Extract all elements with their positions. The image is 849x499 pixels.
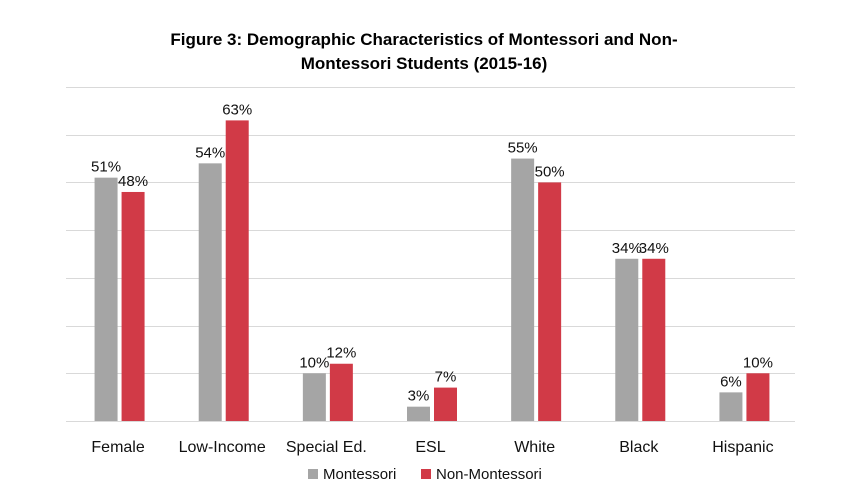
bar-montessori-low-income <box>198 163 222 422</box>
data-label: 6% <box>720 373 742 390</box>
bar-montessori-white <box>511 158 535 422</box>
bar-non-montessori-black <box>642 258 666 421</box>
chart-title-line-1: Figure 3: Demographic Characteristics of… <box>170 30 677 49</box>
bar-non-montessori-female <box>121 191 145 421</box>
legend-label: Montessori <box>323 466 396 483</box>
data-label: 10% <box>299 354 329 371</box>
gridlines <box>66 87 795 422</box>
data-label: 7% <box>435 369 457 386</box>
bar-non-montessori-special-ed- <box>329 363 353 421</box>
legend-swatch <box>421 469 431 479</box>
legend: Montessori Non-Montessori <box>308 466 542 483</box>
bar-non-montessori-hispanic <box>746 373 770 421</box>
data-label: 10% <box>743 354 773 371</box>
data-labels: 51%48%54%63%10%12%3%7%55%50%34%34%6%10% <box>91 101 773 404</box>
x-tick-label: Low-Income <box>179 439 266 456</box>
bar-non-montessori-white <box>538 182 562 421</box>
legend-swatch <box>308 469 318 479</box>
x-tick-label: ESL <box>415 439 445 456</box>
x-tick-label: Special Ed. <box>286 439 367 456</box>
x-tick-label: Black <box>619 439 659 456</box>
data-label: 34% <box>612 240 642 257</box>
x-axis-ticks: Female Low-Income Special Ed. ESL White Black… <box>91 439 773 456</box>
data-label: 48% <box>118 173 148 190</box>
x-tick-label: Female <box>91 439 144 456</box>
bar-montessori-hispanic <box>719 392 743 421</box>
legend-label: Non-Montessori <box>436 466 542 483</box>
x-tick-label: Hispanic <box>712 439 773 456</box>
data-label: 51% <box>91 159 121 176</box>
data-label: 12% <box>326 345 356 362</box>
data-label: 3% <box>408 388 430 405</box>
data-label: 63% <box>222 101 252 118</box>
bars <box>94 120 770 422</box>
bar-non-montessori-esl <box>434 387 457 421</box>
data-label: 50% <box>535 163 565 180</box>
data-label: 55% <box>508 140 538 157</box>
data-label: 54% <box>195 144 225 161</box>
data-label: 34% <box>639 240 669 257</box>
bar-montessori-female <box>94 177 118 421</box>
bar-montessori-esl <box>407 406 430 421</box>
bar-montessori-black <box>615 258 639 421</box>
x-tick-label: White <box>514 439 555 456</box>
bar-non-montessori-low-income <box>225 120 249 422</box>
bar-montessori-special-ed- <box>302 373 326 421</box>
chart-title-line-2: Montessori Students (2015-16) <box>301 54 548 73</box>
